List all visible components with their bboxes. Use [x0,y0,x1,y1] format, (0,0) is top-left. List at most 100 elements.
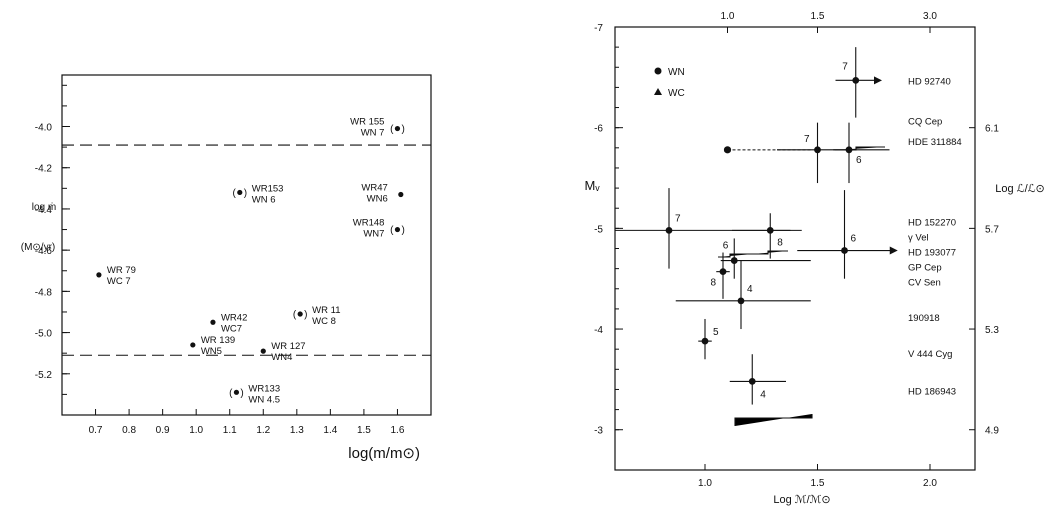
star-name-label: HD 152270 [908,217,956,228]
right-data-point: 7 [777,122,856,184]
right-data-point: 7 [835,47,882,118]
right-point-marker [766,226,774,234]
left-point-label: WR 155 [350,117,384,128]
right-subtype-label: 6 [723,241,729,252]
left-point-sublabel: WN 7 [361,128,385,139]
right-y-axis: -3 -4 -5 -6 -7 [594,23,623,437]
right-point-marker [665,226,673,234]
legend-wn-label: WN [668,67,685,78]
left-point-marker [394,125,401,132]
left-paren-open: ( [232,188,236,199]
left-x-tick-label: 0.8 [122,425,136,436]
right-y-tick-label: -5 [594,224,603,235]
left-point-marker [233,389,240,395]
right-subtype-label: 4 [747,284,753,295]
right-subtype-label: 7 [675,213,681,224]
left-y-tick-label: -5.2 [35,370,53,381]
step-line-lower [734,414,813,426]
right-y-tick-label: -4 [594,325,603,336]
left-point-marker [210,319,216,325]
right-luminosity-axis-title: Log ℒ/ℒ⊙ [995,183,1045,195]
right-chart: 1.0 1.5 2.0 1.0 1.5 3.0 -3 -4 -5 -6 -7 4.9 5.3 5.7… [584,11,1044,506]
dotted-link-origin [723,146,732,154]
left-point-label: WR 139 [201,335,235,346]
right-x-axis: 1.0 1.5 2.0 [698,464,937,489]
left-point-marker [96,272,102,278]
left-point-label: WR 79 [107,265,136,276]
left-point-marker [260,348,266,354]
legend-wn-symbol [654,67,662,75]
left-point-sublabel: WN 4.5 [248,394,280,405]
right-step-lines [718,146,885,426]
right-point-marker [719,268,727,276]
left-x-tick-label: 0.7 [89,425,103,436]
left-point-sublabel: WN6 [367,194,388,205]
left-point-label: WR 11 [312,305,340,316]
left-dashed-lines [62,144,431,356]
left-point-sublabel: WC 8 [312,316,336,327]
left-y-tick-label: -5.0 [35,329,53,340]
right-points: 7 7 6 7 8 6 6 8 4 5 4 [615,47,898,405]
left-x-tick-label: 1.2 [256,425,270,436]
left-point-sublabel: WN4 [271,352,292,363]
left-point-marker [237,189,243,196]
right-data-point: 6 [833,122,890,184]
left-point-label: WR42 [221,312,247,323]
star-name-label: HD 92740 [908,76,951,87]
right-data-point: 6 [720,238,811,279]
left-x-tick-label: 1.4 [323,425,337,436]
legend-wc-symbol [654,88,662,95]
left-point-label: WR47 [361,183,387,194]
left-x-tick-label: 0.9 [156,425,170,436]
right-y-tick-label: -6 [594,124,603,135]
left-x-axis: 0.7 0.8 0.9 1.0 1.1 1.2 1.3 1.4 1.5 1.6 [89,409,405,436]
left-point-sublabel: WN5 [201,346,222,357]
star-name-label: γ Vel [908,232,929,243]
right-point-marker [730,257,738,264]
right-point-marker [852,76,860,84]
right-subtype-label: 7 [804,134,810,145]
right-luminosity-axis: 4.9 5.3 5.7 6.1 [969,124,999,437]
right-data-point: 4 [729,354,786,405]
right-x-tick-label: 1.0 [698,478,712,489]
left-chart: 0.7 0.8 0.9 1.0 1.1 1.2 1.3 1.4 1.5 1.6 -4.0-4.2-… [21,74,432,462]
left-paren-open: ( [229,388,233,399]
left-x-tick-label: 1.0 [189,425,203,436]
right-top-tick-label: 3.0 [923,11,937,22]
star-name-label: GP Cep [908,263,942,274]
right-point-marker [845,146,853,154]
left-paren-close: ) [244,188,247,199]
left-point-marker [297,311,303,317]
left-point-label: WR148 [353,218,385,229]
right-subtype-label: 6 [851,234,857,245]
right-top-tick-label: 1.0 [721,11,735,22]
left-paren-close: ) [401,225,404,236]
left-y-tick-label: -4.0 [35,123,53,134]
left-point-sublabel: WN7 [363,229,384,240]
step-line-middle [718,250,788,258]
right-x-tick-label: 2.0 [923,478,937,489]
left-point-sublabel: WN 6 [252,194,276,205]
right-subtype-label: 6 [856,155,862,166]
left-paren-close: ) [304,310,307,321]
right-arrow-head [889,246,898,255]
left-y-tick-label: -4.8 [35,287,53,298]
left-point-marker [398,191,404,198]
left-point-sublabel: WC 7 [107,276,131,287]
left-x-tick-label: 1.6 [391,425,405,436]
right-star-names: HD 92740 CQ Cep HDE 311884 HD 152270 γ Vel HD… [908,76,962,397]
right-point-marker [814,146,821,154]
right-y-axis-title: Mᵥ [584,178,600,193]
right-lum-tick-label: 6.1 [985,124,999,135]
star-name-label: V 444 Cyg [908,349,952,360]
star-name-label: CV Sen [908,278,941,289]
